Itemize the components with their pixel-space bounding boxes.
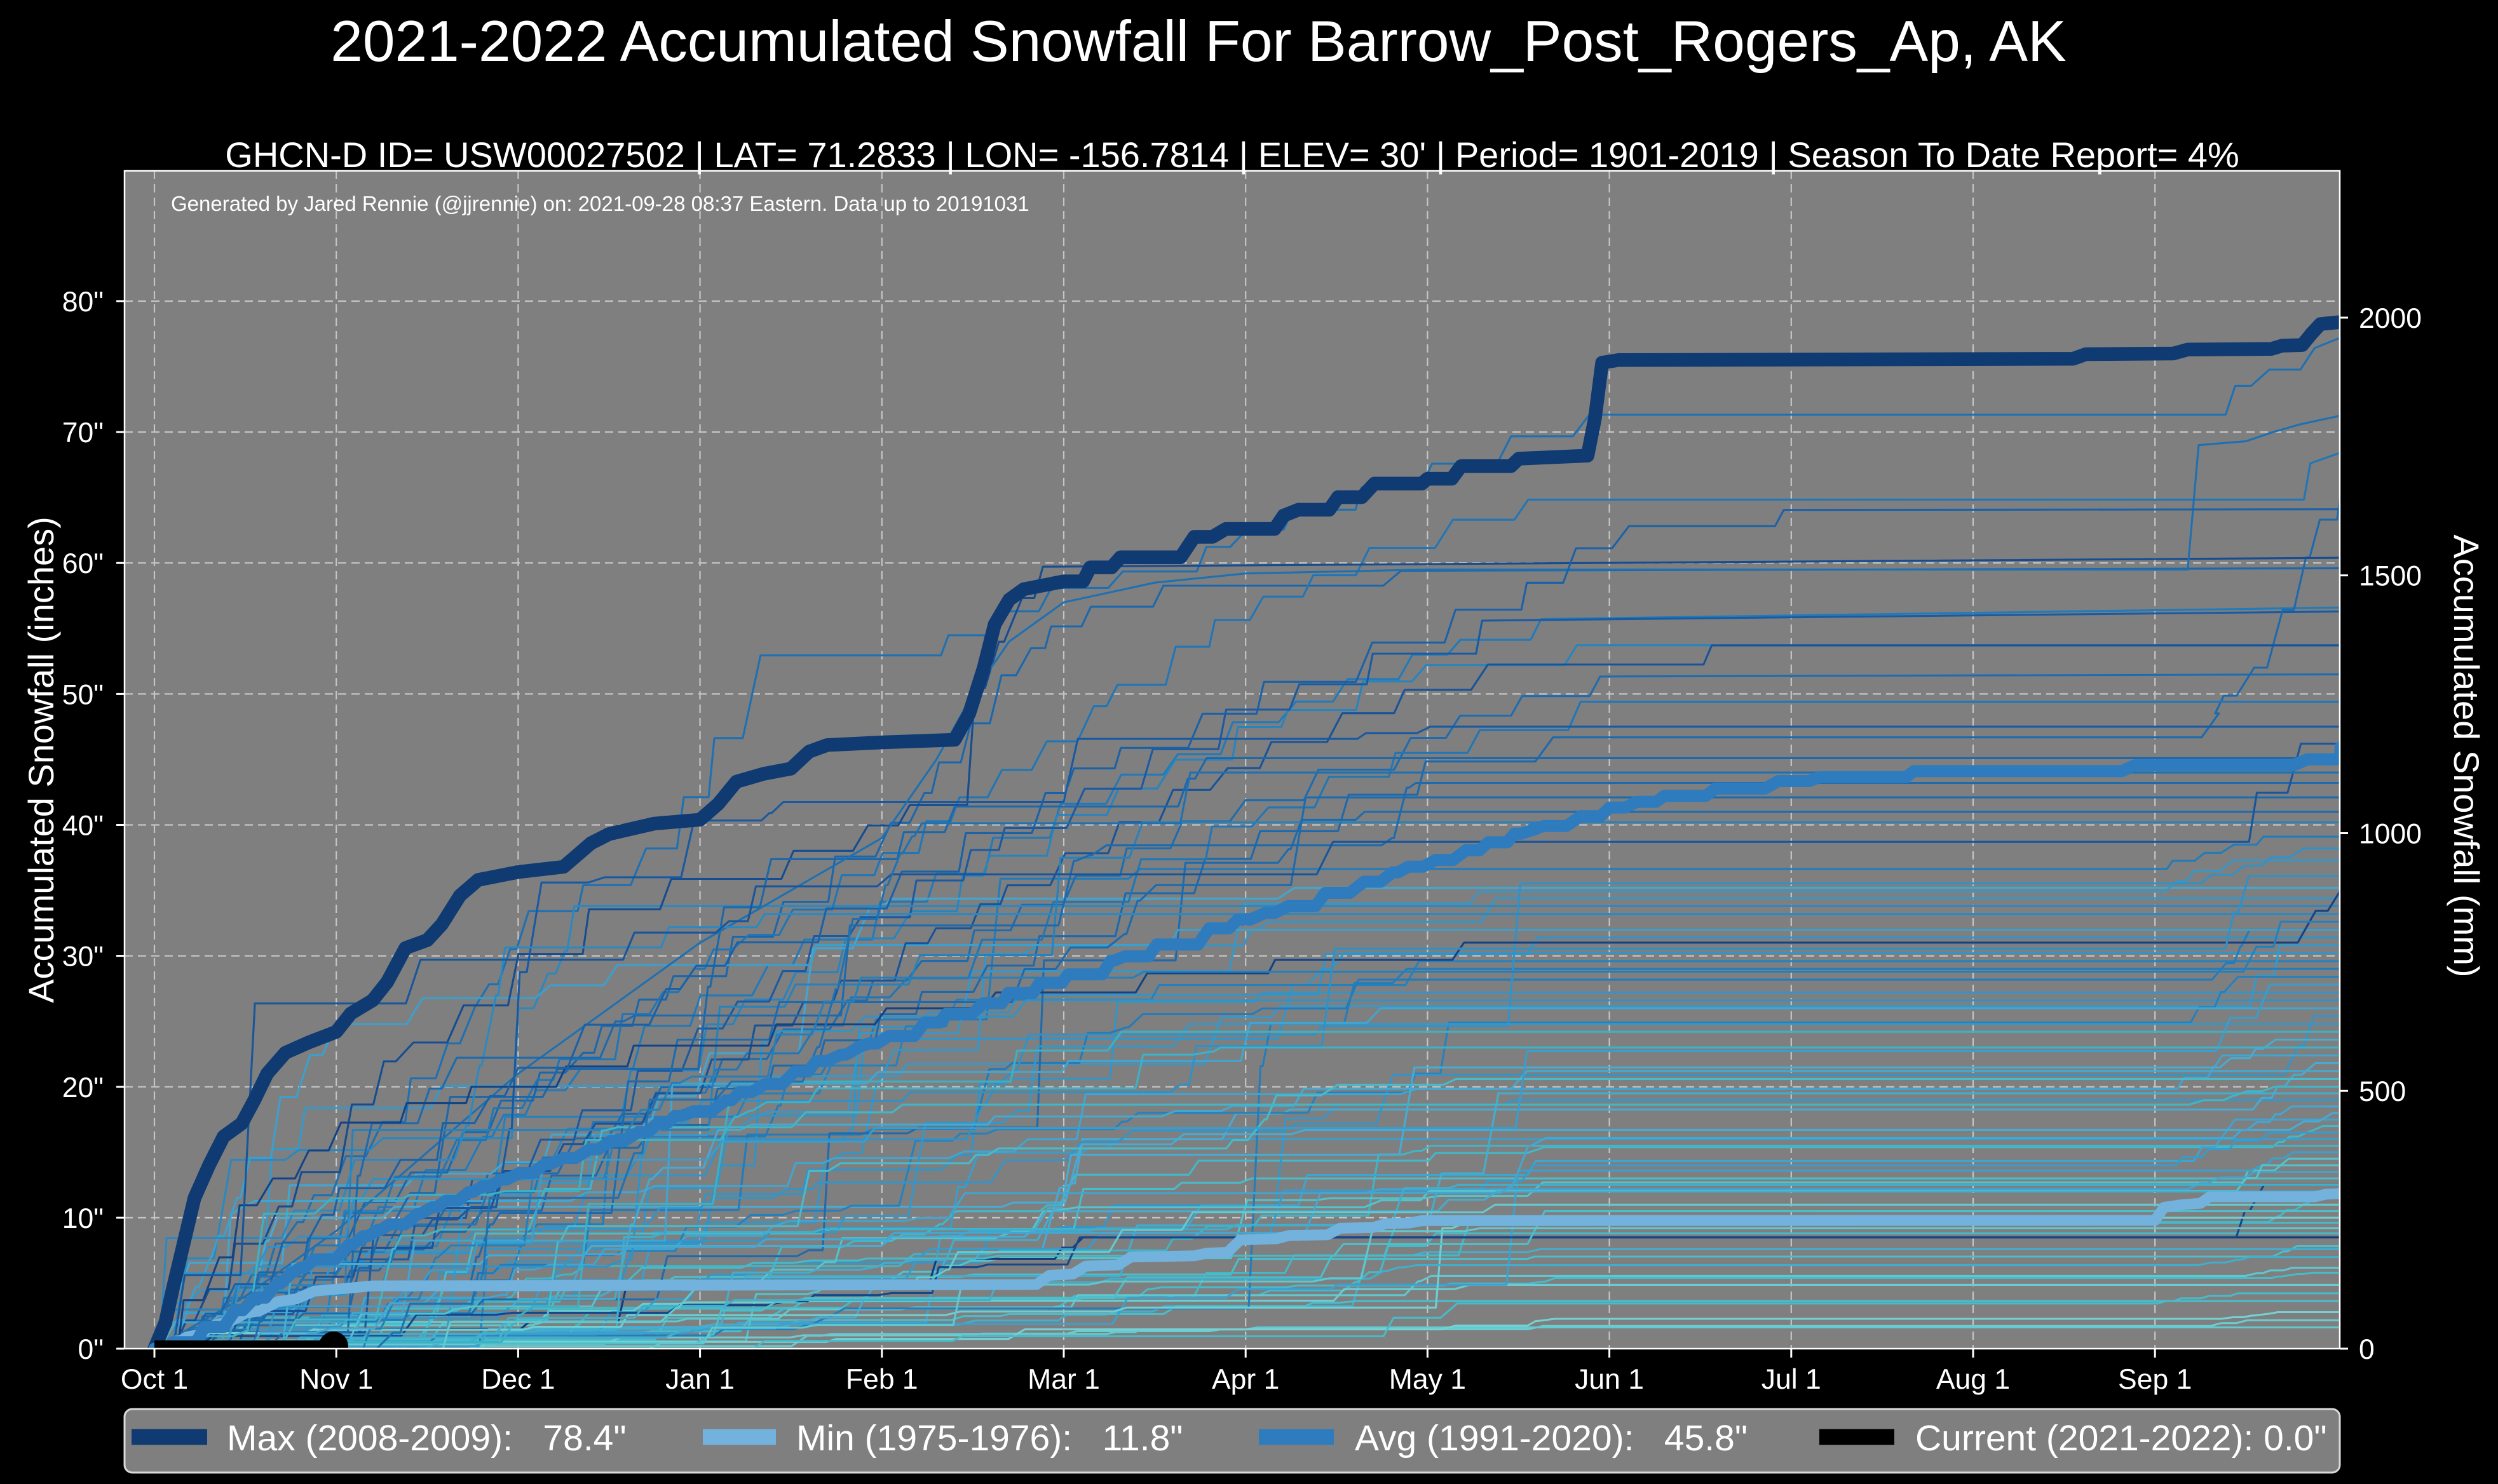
svg-text:60": 60" xyxy=(62,548,104,579)
svg-text:2021-2022 Accumulated Snowfall: 2021-2022 Accumulated Snowfall For Barro… xyxy=(330,10,2067,74)
svg-text:Nov 1: Nov 1 xyxy=(299,1364,373,1395)
svg-text:Mar 1: Mar 1 xyxy=(1028,1364,1100,1395)
svg-text:1500: 1500 xyxy=(2359,561,2422,592)
svg-text:Jun 1: Jun 1 xyxy=(1575,1364,1644,1395)
svg-text:Aug 1: Aug 1 xyxy=(1936,1364,2010,1395)
svg-text:30": 30" xyxy=(62,941,104,973)
svg-text:80": 80" xyxy=(62,287,104,318)
svg-text:GHCN-D ID= USW00027502 | LAT=: GHCN-D ID= USW00027502 | LAT= 71.2833 | … xyxy=(225,135,2239,175)
svg-text:Jul 1: Jul 1 xyxy=(1761,1364,1821,1395)
svg-text:Max (2008-2009): 78.4": Max (2008-2009): 78.4" xyxy=(227,1418,627,1459)
svg-text:10": 10" xyxy=(62,1203,104,1234)
svg-text:Min (1975-1976): 11.8": Min (1975-1976): 11.8" xyxy=(796,1418,1183,1459)
svg-text:Current (2021-2022): 0.0": Current (2021-2022): 0.0" xyxy=(1915,1418,2327,1459)
svg-text:Oct 1: Oct 1 xyxy=(121,1364,188,1395)
svg-text:Apr 1: Apr 1 xyxy=(1212,1364,1279,1395)
svg-text:2000: 2000 xyxy=(2359,303,2422,334)
svg-text:Jan 1: Jan 1 xyxy=(665,1364,735,1395)
svg-text:40": 40" xyxy=(62,811,104,842)
svg-text:500: 500 xyxy=(2359,1076,2406,1107)
svg-text:0": 0" xyxy=(78,1334,104,1365)
svg-text:Dec 1: Dec 1 xyxy=(481,1364,555,1395)
svg-text:Feb 1: Feb 1 xyxy=(846,1364,918,1395)
svg-text:Accumulated Snowfall (mm): Accumulated Snowfall (mm) xyxy=(2447,534,2487,977)
svg-text:Avg (1991-2020): 45.8": Avg (1991-2020): 45.8" xyxy=(1355,1418,1748,1459)
svg-text:50": 50" xyxy=(62,679,104,710)
svg-text:1000: 1000 xyxy=(2359,819,2422,850)
svg-text:70": 70" xyxy=(62,417,104,449)
svg-text:Sep 1: Sep 1 xyxy=(2118,1364,2192,1395)
svg-text:May 1: May 1 xyxy=(1389,1364,1466,1395)
svg-text:0: 0 xyxy=(2359,1334,2375,1365)
svg-text:Generated by Jared Rennie (@jj: Generated by Jared Rennie (@jjrennie) on… xyxy=(171,192,1029,215)
svg-text:Accumulated Snowfall (inches): Accumulated Snowfall (inches) xyxy=(21,516,61,1003)
svg-text:20": 20" xyxy=(62,1072,104,1103)
